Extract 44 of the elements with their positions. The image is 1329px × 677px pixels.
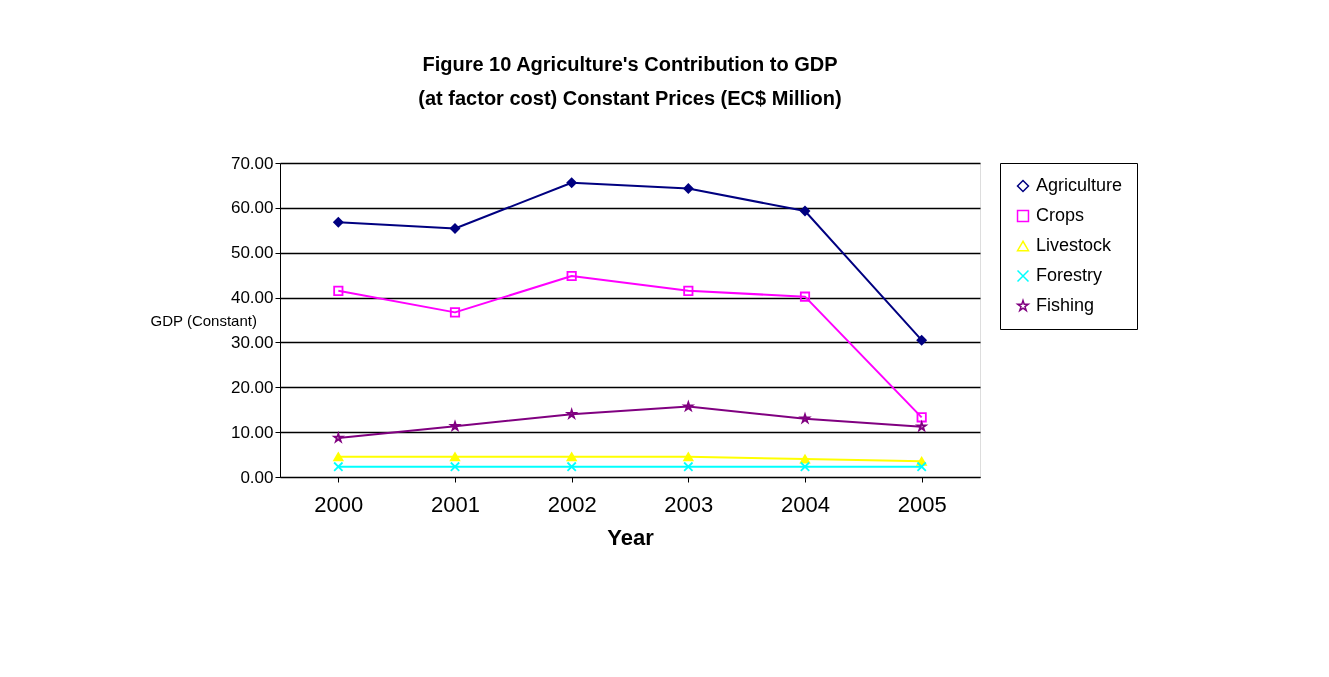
point <box>566 452 577 462</box>
point <box>799 205 811 217</box>
x-tick-label: 2003 <box>664 491 714 517</box>
point <box>449 461 461 472</box>
point <box>566 270 577 282</box>
point <box>333 452 344 462</box>
legend-label: Forestry <box>1036 265 1103 285</box>
point <box>683 452 694 462</box>
x-tick-label: 2002 <box>547 491 597 517</box>
point <box>566 461 577 472</box>
y-tick-label: 40.00 <box>230 288 274 308</box>
legend-label: Livestock <box>1036 235 1113 255</box>
point <box>916 335 927 346</box>
point <box>683 285 694 296</box>
point <box>449 307 461 318</box>
y-tick-label: 10.00 <box>230 422 274 442</box>
point <box>333 217 344 228</box>
x-axis-title: Year <box>607 524 655 550</box>
point <box>683 461 694 472</box>
x-tick-label: 2004 <box>781 491 830 517</box>
x-tick-label: 2005 <box>897 491 947 517</box>
y-tick-label: 30.00 <box>230 332 274 352</box>
chart-title: Figure 10 Agriculture's Contribution to GDP (at factor cost) Constant Prices (EC$ Million) <box>418 53 842 109</box>
legend-label: Crops <box>1036 205 1085 225</box>
y-tick-label: 50.00 <box>230 243 274 263</box>
point <box>799 291 811 302</box>
point <box>333 285 344 296</box>
point <box>799 454 811 464</box>
y-tick-label: 70.00 <box>230 153 274 173</box>
y-tick-label: 0.00 <box>240 467 274 487</box>
legend-label: Agriculture <box>1036 175 1123 195</box>
x-tick-label: 2000 <box>314 491 364 517</box>
point <box>566 177 577 188</box>
point <box>916 412 927 423</box>
point <box>799 461 811 472</box>
x-tick-label: 2001 <box>431 491 480 517</box>
y-tick-label: 20.00 <box>230 377 274 397</box>
point <box>683 183 694 194</box>
y-tick-label: 60.00 <box>230 198 274 218</box>
y-axis-title: GDP (Constant) <box>150 311 257 329</box>
point <box>449 452 461 462</box>
legend-label: Fishing <box>1036 295 1095 315</box>
point <box>916 461 927 472</box>
point <box>333 461 344 472</box>
